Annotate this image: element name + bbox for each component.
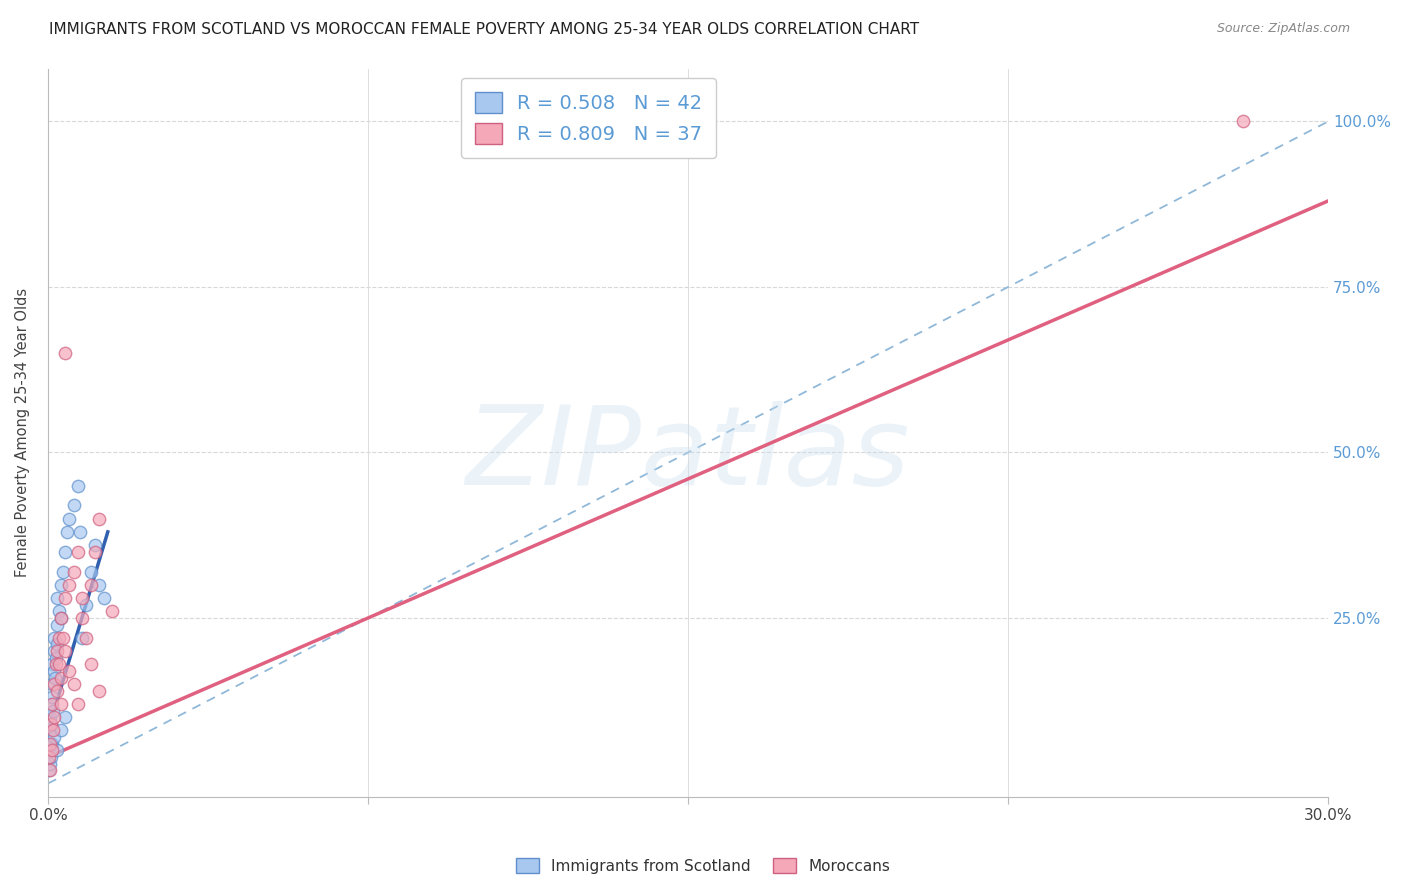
Point xyxy=(75,598,97,612)
Point xyxy=(80,565,103,579)
Point xyxy=(84,545,107,559)
Point xyxy=(46,637,69,651)
Point xyxy=(38,750,60,764)
Point xyxy=(53,644,76,658)
Point xyxy=(62,565,84,579)
Point xyxy=(66,697,89,711)
Point xyxy=(39,763,62,777)
Point xyxy=(69,524,91,539)
Point xyxy=(45,644,67,658)
Point xyxy=(41,690,63,705)
Point xyxy=(44,730,66,744)
Point xyxy=(39,697,62,711)
Point xyxy=(39,750,62,764)
Point xyxy=(53,710,76,724)
Point xyxy=(58,511,80,525)
Legend: Immigrants from Scotland, Moroccans: Immigrants from Scotland, Moroccans xyxy=(509,852,897,880)
Point xyxy=(62,499,84,513)
Point xyxy=(45,743,67,757)
Point xyxy=(52,631,75,645)
Point xyxy=(39,710,62,724)
Point xyxy=(41,657,63,672)
Point xyxy=(70,611,93,625)
Y-axis label: Female Poverty Among 25-34 Year Olds: Female Poverty Among 25-34 Year Olds xyxy=(15,288,30,577)
Point xyxy=(49,723,72,738)
Point xyxy=(1232,114,1254,128)
Point xyxy=(42,664,65,678)
Text: Source: ZipAtlas.com: Source: ZipAtlas.com xyxy=(1216,22,1350,36)
Point xyxy=(52,565,75,579)
Point xyxy=(38,723,60,738)
Point xyxy=(49,578,72,592)
Point xyxy=(49,697,72,711)
Point xyxy=(42,723,65,738)
Text: ZIPatlas: ZIPatlas xyxy=(465,401,910,508)
Point xyxy=(66,545,89,559)
Point xyxy=(45,617,67,632)
Point xyxy=(41,737,63,751)
Point xyxy=(66,478,89,492)
Point xyxy=(41,677,63,691)
Point xyxy=(42,644,65,658)
Point xyxy=(42,704,65,718)
Text: IMMIGRANTS FROM SCOTLAND VS MOROCCAN FEMALE POVERTY AMONG 25-34 YEAR OLDS CORREL: IMMIGRANTS FROM SCOTLAND VS MOROCCAN FEM… xyxy=(49,22,920,37)
Point xyxy=(53,346,76,360)
Point xyxy=(38,743,60,757)
Point xyxy=(70,591,93,606)
Point xyxy=(80,578,103,592)
Point xyxy=(39,737,62,751)
Point xyxy=(48,657,70,672)
Point xyxy=(41,717,63,731)
Point xyxy=(41,717,63,731)
Point xyxy=(93,591,115,606)
Point xyxy=(58,578,80,592)
Point xyxy=(89,511,111,525)
Point xyxy=(45,650,67,665)
Point xyxy=(75,631,97,645)
Legend: R = 0.508   N = 42, R = 0.809   N = 37: R = 0.508 N = 42, R = 0.809 N = 37 xyxy=(461,78,716,158)
Point xyxy=(49,611,72,625)
Point xyxy=(41,743,63,757)
Point xyxy=(41,697,63,711)
Point xyxy=(45,591,67,606)
Point xyxy=(56,524,79,539)
Point xyxy=(44,710,66,724)
Point xyxy=(45,657,67,672)
Point xyxy=(80,657,103,672)
Point xyxy=(38,763,60,777)
Point xyxy=(49,671,72,685)
Point xyxy=(58,664,80,678)
Point xyxy=(70,631,93,645)
Point xyxy=(48,604,70,618)
Point xyxy=(39,737,62,751)
Point xyxy=(49,611,72,625)
Point xyxy=(53,545,76,559)
Point xyxy=(53,591,76,606)
Point xyxy=(44,677,66,691)
Point xyxy=(48,631,70,645)
Point xyxy=(84,538,107,552)
Point xyxy=(89,578,111,592)
Point xyxy=(44,631,66,645)
Point xyxy=(62,677,84,691)
Point xyxy=(45,683,67,698)
Point xyxy=(44,671,66,685)
Point xyxy=(89,683,111,698)
Point xyxy=(39,756,62,771)
Point xyxy=(101,604,124,618)
